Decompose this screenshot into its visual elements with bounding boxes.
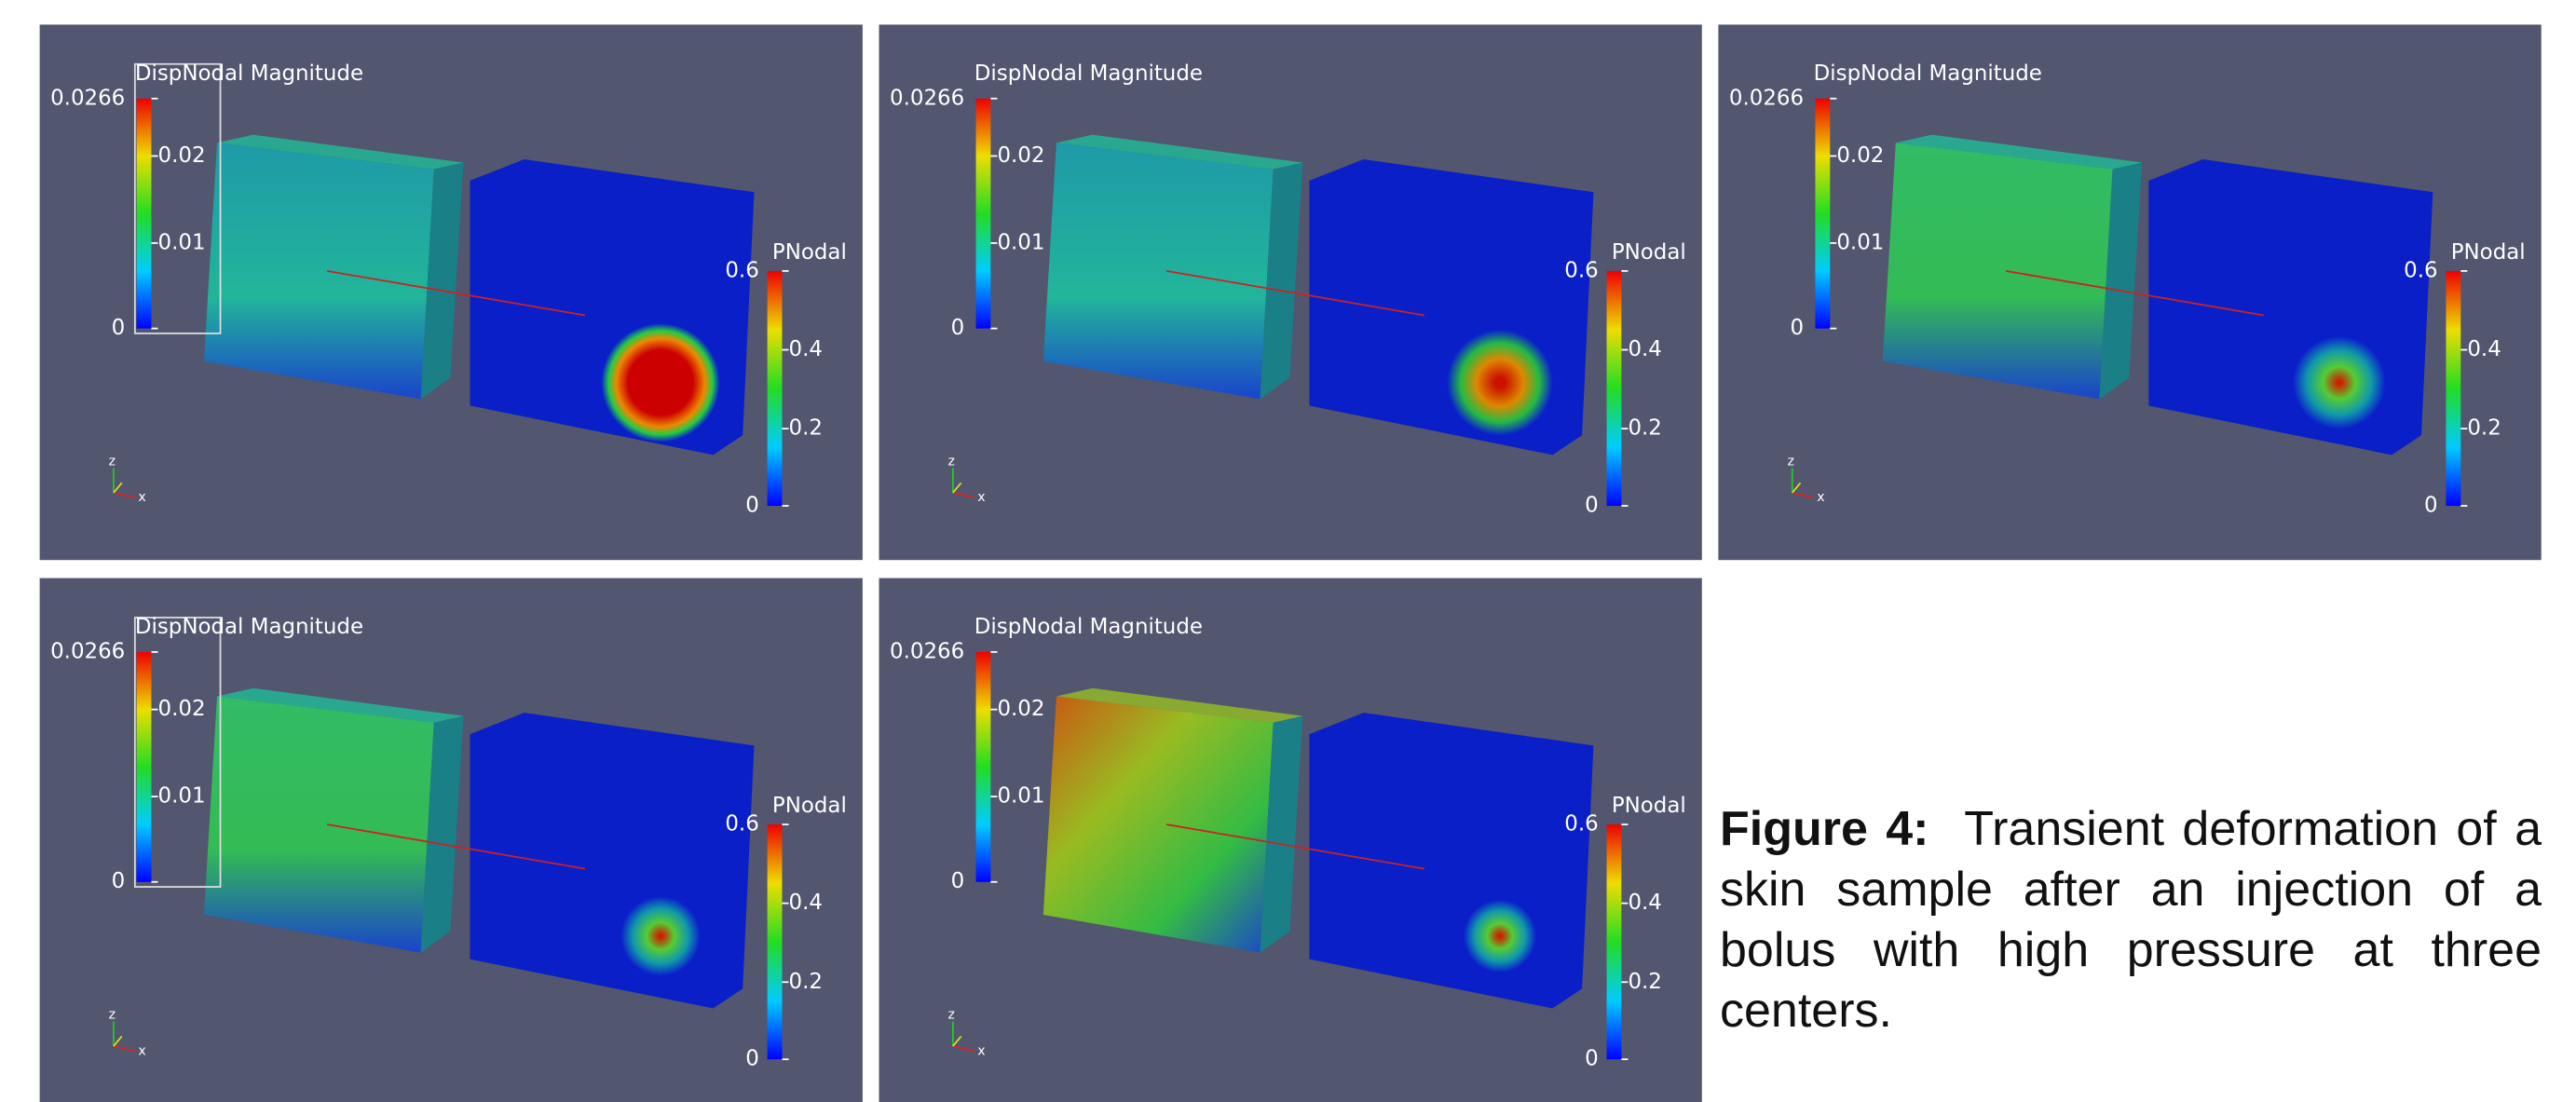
pressure-spot [2293, 336, 2385, 429]
colorbar-tick-label: 0.02 [158, 143, 206, 168]
colorbar [976, 99, 991, 329]
colorbar-tick-label: 0.02 [997, 697, 1044, 721]
block-front [1043, 697, 1274, 953]
colorbar-tick-label: 0.4 [1628, 891, 1661, 915]
block-front [1883, 143, 2113, 399]
colorbar-tick-label: 0.02 [158, 697, 206, 721]
colorbar-tick-label: 0.01 [997, 784, 1044, 809]
colorbar-tick-label: 0.01 [1836, 230, 1884, 254]
colorbar-title: PNodal [1612, 240, 1686, 265]
colorbar-tick-label: 0 [745, 494, 759, 518]
colorbar-tick-label: 0.6 [1564, 812, 1598, 837]
colorbar-title: PNodal [2451, 240, 2526, 265]
axis-label: z [109, 1008, 116, 1023]
colorbar [768, 271, 783, 506]
colorbar-tick-label: 0.2 [2467, 416, 2501, 441]
colorbar-tick-label: 0.0266 [1729, 86, 1804, 110]
colorbar-tick-label: 0.6 [725, 258, 758, 282]
colorbar [137, 99, 152, 329]
colorbar-tick-label: 0.0266 [50, 86, 125, 110]
colorbar [768, 824, 783, 1059]
block-front [204, 697, 434, 953]
caption-label: Figure 4: [1720, 802, 1929, 856]
pressure-spot [621, 897, 701, 976]
render-panel: DispNodal Magnitude 0.0266 0.02 0.01 0 PNodal… [879, 578, 1702, 1102]
pressure-spot [1464, 900, 1536, 973]
colorbar-tick-label: 0.2 [789, 416, 823, 441]
axis-label: z [1787, 454, 1793, 469]
colorbar [137, 652, 152, 882]
colorbar-tick-label: 0.4 [2467, 337, 2501, 361]
colorbar-tick-label: 0.4 [789, 891, 823, 915]
colorbar-title: DispNodal Magnitude [975, 61, 1203, 86]
colorbar [2446, 271, 2460, 506]
colorbar-tick-label: 0.0266 [890, 639, 964, 663]
colorbar-tick-label: 0 [951, 869, 965, 893]
axis-label: x [1817, 490, 1824, 505]
colorbar-tick-label: 0 [745, 1047, 759, 1071]
axis-label: z [109, 454, 116, 469]
page: DispNodal Magnitude 0.0266 0.02 0.01 0 PNodal… [0, 0, 2576, 1102]
axis-label: z [948, 454, 955, 469]
colorbar-tick-label: 0.01 [997, 230, 1044, 254]
colorbar-tick-label: 0.4 [1628, 337, 1661, 361]
colorbar [1607, 271, 1622, 506]
colorbar-title: DispNodal Magnitude [135, 61, 363, 86]
colorbar-tick-label: 0 [112, 316, 126, 340]
colorbar-tick-label: 0.0266 [50, 639, 125, 663]
block-front [204, 143, 434, 399]
tissue-block [2148, 159, 2433, 455]
colorbar-tick-label: 0 [1791, 316, 1805, 340]
colorbar-tick-label: 0 [951, 316, 965, 340]
render-panel: DispNodal Magnitude 0.0266 0.02 0.01 0 PNodal… [40, 578, 863, 1102]
pressure-spot [602, 323, 720, 442]
colorbar-tick-label: 0.4 [789, 337, 823, 361]
render-panel: DispNodal Magnitude 0.0266 0.02 0.01 0 PNodal… [1718, 24, 2541, 560]
colorbar-title: PNodal [1612, 794, 1686, 818]
colorbar-title: PNodal [772, 240, 847, 265]
colorbar-title: DispNodal Magnitude [135, 615, 363, 639]
caption: Figure 4: Transient deformation of a ski… [1720, 799, 2542, 1041]
axis-label: x [977, 490, 985, 505]
tissue-block [1309, 713, 1593, 1008]
colorbar-tick-label: 0.01 [158, 784, 206, 809]
pressure-spot [1448, 330, 1553, 435]
colorbar-tick-label: 0.6 [1564, 258, 1598, 282]
tissue-block [1309, 159, 1593, 455]
axis-label: z [948, 1008, 955, 1023]
render-panel: DispNodal Magnitude 0.0266 0.02 0.01 0 PNodal… [40, 24, 863, 560]
axis-label: x [138, 490, 145, 505]
colorbar-tick-label: 0.02 [997, 143, 1044, 168]
colorbar-tick-label: 0 [1585, 494, 1599, 518]
axis-label: x [977, 1043, 985, 1058]
colorbar-tick-label: 0 [1585, 1047, 1599, 1071]
colorbar-tick-label: 0.01 [158, 230, 206, 254]
colorbar-tick-label: 0.6 [2404, 258, 2437, 282]
colorbar-tick-label: 0.2 [789, 970, 823, 994]
colorbar-tick-label: 0.2 [1628, 970, 1661, 994]
colorbar-tick-label: 0.2 [1628, 416, 1661, 441]
colorbar [1815, 99, 1830, 329]
colorbar-tick-label: 0.02 [1836, 143, 1884, 168]
colorbar-title: PNodal [772, 794, 847, 818]
colorbar [976, 652, 991, 882]
tissue-block [470, 713, 755, 1008]
colorbar-title: DispNodal Magnitude [975, 615, 1203, 639]
colorbar [1607, 824, 1622, 1059]
render-panel: DispNodal Magnitude 0.0266 0.02 0.01 0 PNodal… [879, 24, 1702, 560]
axis-label: x [138, 1043, 145, 1058]
colorbar-title: DispNodal Magnitude [1814, 61, 2042, 86]
block-front [1043, 143, 1274, 399]
colorbar-tick-label: 0 [112, 869, 126, 893]
colorbar-tick-label: 0.0266 [890, 86, 964, 110]
colorbar-tick-label: 0 [2424, 494, 2438, 518]
colorbar-tick-label: 0.6 [725, 812, 758, 837]
